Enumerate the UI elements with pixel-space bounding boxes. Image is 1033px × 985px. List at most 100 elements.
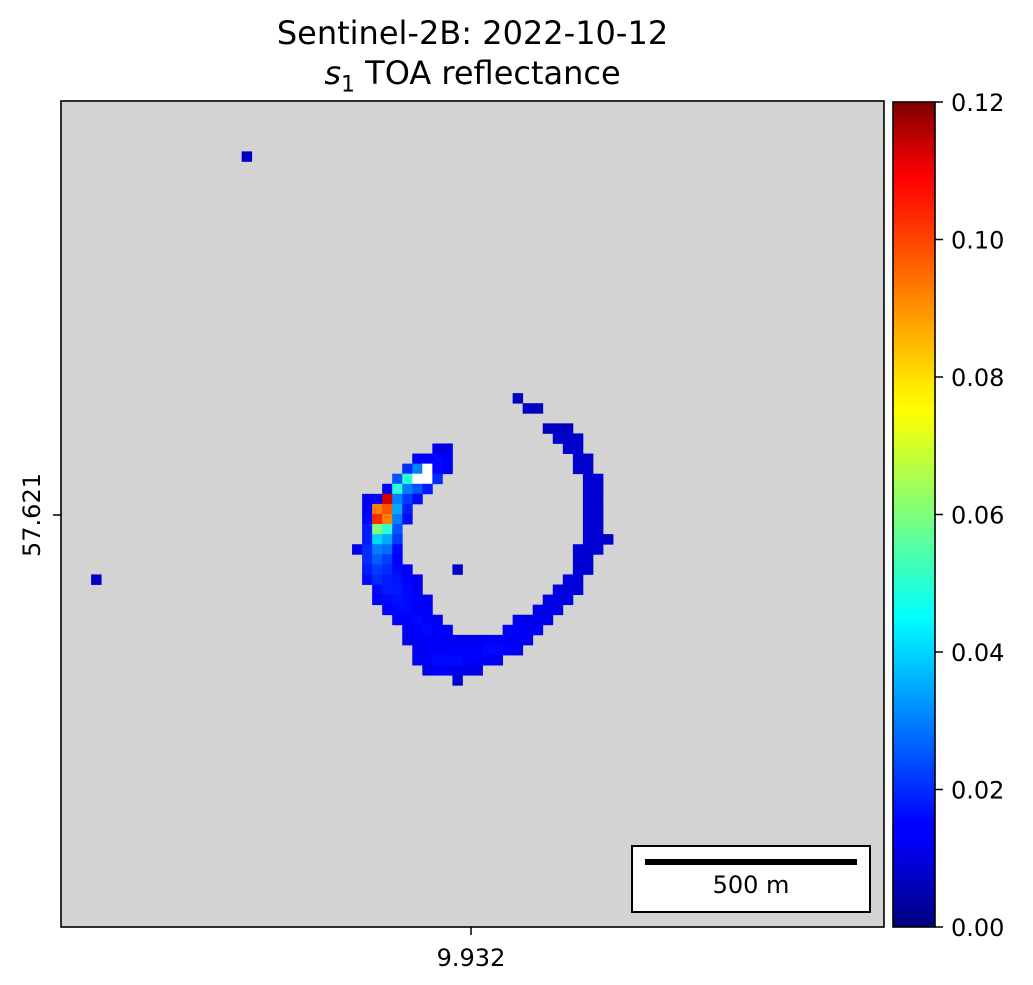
pixel-cell bbox=[472, 644, 483, 656]
pixel-cell bbox=[412, 473, 423, 485]
pixel-cell bbox=[362, 534, 373, 545]
colorbar-tick-label: 0.04 bbox=[951, 639, 1004, 667]
pixel-cell bbox=[402, 624, 413, 636]
pixel-cell bbox=[372, 514, 383, 525]
pixel-cell bbox=[432, 463, 443, 475]
y-tick-label: 57.621 bbox=[18, 473, 46, 557]
subtitle-subscript: 1 bbox=[340, 72, 355, 98]
pixel-cell bbox=[452, 564, 463, 575]
pixel-cell bbox=[352, 544, 363, 555]
x-tick-label: 9.932 bbox=[437, 944, 506, 972]
pixel-cell bbox=[412, 493, 423, 505]
pixel-cell bbox=[362, 544, 373, 555]
pixel-cell bbox=[452, 655, 463, 666]
pixel-cell bbox=[522, 624, 534, 636]
pixel-cell bbox=[452, 634, 463, 646]
pixel-cell bbox=[412, 604, 423, 616]
plot-frame bbox=[60, 100, 885, 928]
pixel-cell bbox=[362, 564, 373, 575]
pixel-cell bbox=[372, 594, 383, 606]
pixel-cell bbox=[392, 493, 403, 505]
pixel-cell bbox=[552, 604, 564, 616]
pixel-cell bbox=[372, 554, 383, 565]
colorbar-tick-label: 0.00 bbox=[951, 914, 1004, 942]
colorbar-ticks: 0.00 0.02 0.04 0.06 0.08 0.10 0.12 bbox=[935, 89, 1004, 942]
pixel-cell bbox=[562, 443, 574, 454]
pixel-cell bbox=[382, 503, 393, 515]
pixel-cell bbox=[412, 463, 423, 475]
pixel-cell bbox=[372, 574, 383, 585]
pixel-cell bbox=[512, 634, 524, 646]
colorbar-tick-label: 0.02 bbox=[951, 777, 1004, 805]
pixel-cell bbox=[382, 493, 393, 505]
pixel-cell bbox=[582, 463, 594, 475]
pixel-cell bbox=[412, 634, 423, 646]
scalebar-box bbox=[631, 845, 871, 913]
pixel-cell bbox=[422, 624, 433, 636]
pixel-cell bbox=[522, 403, 534, 414]
pixel-cell bbox=[582, 534, 594, 545]
pixel-cell bbox=[392, 514, 403, 525]
pixel-cell bbox=[532, 614, 544, 626]
pixel-cell bbox=[362, 554, 373, 565]
pixel-cell bbox=[592, 503, 604, 515]
pixel-cell bbox=[402, 594, 413, 606]
pixel-cell bbox=[572, 453, 584, 465]
chart-subtitle: s1 TOA reflectance bbox=[60, 54, 885, 104]
pixel-cell bbox=[582, 554, 594, 565]
scalebar-label: 500 m bbox=[713, 871, 790, 899]
pixel-cell bbox=[542, 614, 554, 626]
pixel-cell bbox=[512, 614, 524, 626]
pixel-cell bbox=[382, 483, 393, 495]
pixel-cell bbox=[552, 423, 564, 434]
pixel-cell bbox=[472, 665, 483, 676]
pixel-cell bbox=[512, 624, 524, 636]
pixel-cell bbox=[382, 534, 393, 545]
pixel-cell bbox=[382, 544, 393, 555]
pixel-cell bbox=[402, 614, 413, 626]
pixel-cell bbox=[412, 574, 423, 585]
pixel-cell bbox=[462, 655, 473, 666]
pixel-cell bbox=[532, 604, 544, 616]
pixel-cell bbox=[532, 403, 544, 414]
pixel-cell bbox=[582, 514, 594, 525]
pixel-cell bbox=[422, 665, 433, 676]
pixel-cell bbox=[382, 574, 393, 585]
pixel-cell bbox=[422, 473, 433, 485]
pixel-cell bbox=[402, 473, 413, 485]
pixel-cell bbox=[462, 634, 473, 646]
pixel-cell bbox=[422, 463, 433, 475]
pixel-cell bbox=[562, 594, 574, 606]
pixel-cell bbox=[582, 544, 594, 555]
pixel-cell bbox=[432, 634, 443, 646]
pixel-cell bbox=[382, 594, 393, 606]
pixel-cell bbox=[442, 463, 453, 475]
pixel-cell bbox=[362, 514, 373, 525]
pixel-cell bbox=[372, 524, 383, 535]
pixel-cell bbox=[592, 493, 604, 505]
colorbar-tick-label: 0.06 bbox=[951, 502, 1004, 530]
pixel-cell bbox=[602, 534, 614, 545]
subtitle-symbol: s bbox=[324, 54, 341, 92]
pixel-cell bbox=[412, 624, 423, 636]
pixel-cell bbox=[572, 584, 584, 595]
pixel-cell bbox=[432, 624, 443, 636]
pixel-cell bbox=[412, 453, 423, 465]
pixel-cell bbox=[362, 503, 373, 515]
pixel-cell bbox=[382, 514, 393, 525]
pixel-cell bbox=[392, 483, 403, 495]
pixel-cell bbox=[412, 644, 423, 656]
pixel-cell bbox=[542, 604, 554, 616]
pixel-cell bbox=[432, 443, 443, 454]
pixel-cell bbox=[402, 483, 413, 495]
reflectance-pixels bbox=[91, 151, 614, 686]
pixel-cell bbox=[362, 493, 373, 505]
pixel-cell bbox=[402, 564, 413, 575]
pixel-cell bbox=[542, 423, 554, 434]
pixel-cell bbox=[592, 524, 604, 535]
pixel-cell bbox=[402, 574, 413, 585]
pixel-cell bbox=[492, 634, 504, 646]
pixel-cell bbox=[412, 584, 423, 595]
pixel-cell bbox=[482, 655, 493, 666]
